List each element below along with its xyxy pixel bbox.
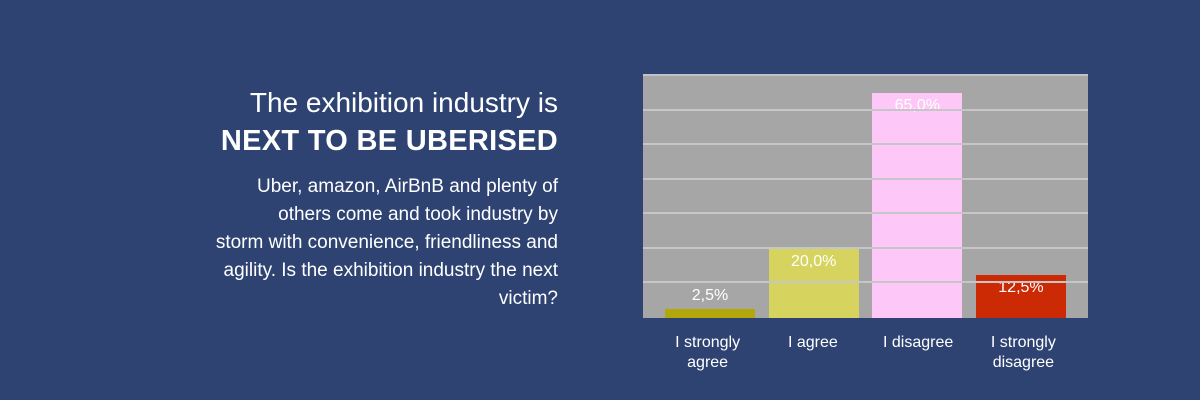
x-axis-labels: I strongly agree I agree I disagree I stron…	[643, 333, 1088, 373]
gridline-10	[643, 281, 1088, 284]
gridline-60	[643, 108, 1088, 111]
title-line-2: NEXT TO BE UBERISED	[220, 125, 558, 157]
title-line-1: The exhibition industry is	[249, 87, 558, 118]
text-block: The exhibition industry is NEXT TO BE UB…	[115, 84, 558, 313]
x-axis-label-i-strongly-agree: I strongly agree	[675, 334, 741, 371]
description-text: Uber, amazon, AirBnB and plenty of other…	[215, 176, 558, 309]
bar-chart: 2,5% 20,0% 65,0% 12,5% I strongly agree I ag…	[643, 74, 1088, 373]
bar-i-disagree: 65,0%	[872, 93, 963, 318]
bar-value-label: 2,5%	[691, 287, 729, 305]
x-axis-label-i-disagree: I disagree	[882, 334, 954, 351]
gridline-40	[643, 177, 1088, 180]
x-axis-label-i-strongly-disagree: I strongly disagree	[990, 334, 1056, 371]
gridline-20	[643, 246, 1088, 249]
bar-value-label: 65,0%	[894, 97, 940, 115]
gridline-30	[643, 212, 1088, 215]
bar-chart-plot: 2,5% 20,0% 65,0% 12,5%	[643, 74, 1088, 318]
bar-i-strongly-agree: 2,5%	[665, 287, 755, 318]
x-axis-label-i-agree: I agree	[787, 334, 838, 351]
bar-value-label: 20,0%	[790, 252, 837, 270]
gridline-50	[643, 143, 1088, 146]
page-title: The exhibition industry is NEXT TO BE UB…	[115, 84, 558, 161]
